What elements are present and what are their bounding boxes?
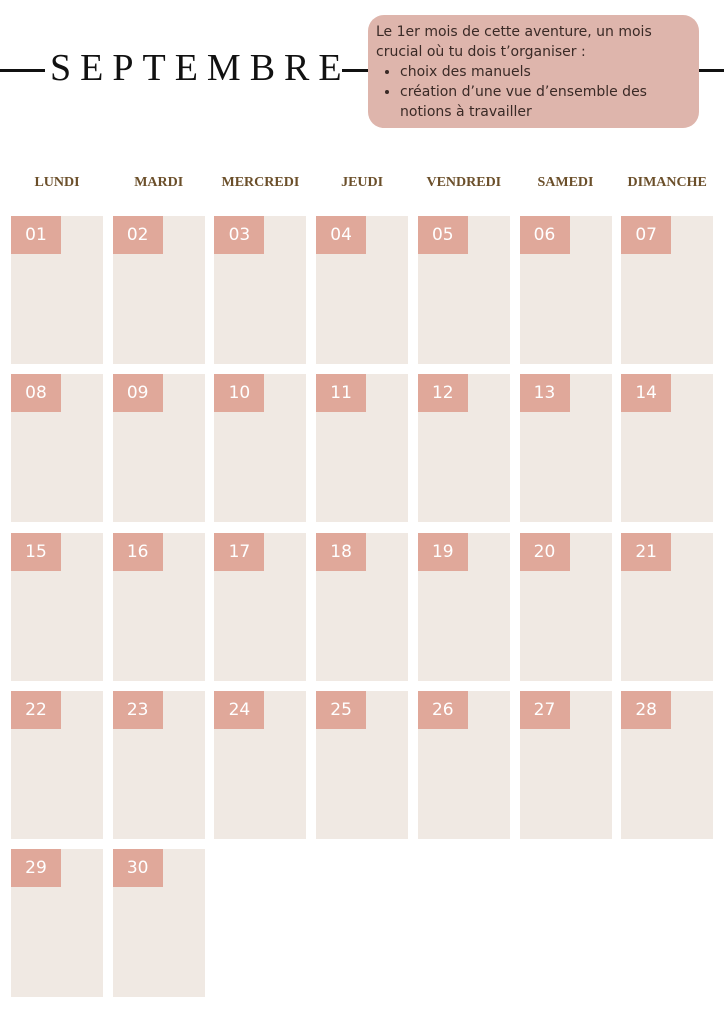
day-cell: 18: [316, 532, 409, 681]
day-number: 05: [417, 216, 468, 254]
day-number: 26: [417, 690, 468, 729]
note-bullet: choix des manuels: [400, 62, 691, 82]
day-number: 13: [519, 374, 570, 413]
day-number: 27: [519, 690, 570, 729]
day-number: 07: [621, 216, 672, 254]
day-number: 12: [417, 374, 468, 413]
weekday: JEUDI: [341, 175, 384, 190]
rule: [342, 69, 372, 72]
note: Le 1er mois de cette aventure, un mois c…: [368, 15, 699, 128]
day-cell: 16: [112, 532, 205, 681]
day-cell: 22: [11, 690, 103, 839]
day-number: 01: [11, 216, 61, 254]
day-cell: 02: [112, 216, 205, 364]
day-cell: 04: [316, 216, 409, 364]
title: SEPTEMBRE: [50, 47, 351, 89]
weekday: VENDREDI: [426, 175, 502, 190]
day-number: 06: [519, 216, 570, 254]
rule: [695, 69, 724, 72]
weekday: DIMANCHE: [627, 175, 707, 190]
note-list: choix des manuels création d’une vue d’e…: [376, 62, 691, 122]
day-number: 03: [214, 216, 265, 254]
day-cell: 15: [11, 532, 103, 681]
day-cell: 12: [417, 374, 510, 523]
day-number: 24: [214, 690, 265, 729]
day-number: 29: [11, 849, 61, 888]
day-number: 14: [621, 374, 672, 413]
day-number: 19: [417, 532, 468, 571]
rule: [0, 69, 45, 72]
day-number: 16: [112, 532, 163, 571]
day-cell: 26: [417, 690, 510, 839]
day-cell: 10: [214, 374, 307, 523]
day-cell: 05: [417, 216, 510, 364]
day-cell: 09: [112, 374, 205, 523]
day-number: 21: [621, 532, 672, 571]
day-cell: 19: [417, 532, 510, 681]
day-number: 25: [316, 690, 367, 729]
day-cell: 03: [214, 216, 307, 364]
day-number: 10: [214, 374, 265, 413]
day-number: 22: [11, 690, 61, 729]
day-cell: 11: [316, 374, 409, 523]
day-cell: 08: [11, 374, 103, 523]
day-cell: 06: [519, 216, 612, 364]
note-text: Le 1er mois de cette aventure, un mois c…: [376, 24, 652, 60]
weekday: MARDI: [134, 175, 184, 190]
day-cell: 13: [519, 374, 612, 523]
weekday: SAMEDI: [537, 175, 594, 190]
day-cell: 07: [621, 216, 714, 364]
day-number: 04: [316, 216, 367, 254]
note-bullet: création d’une vue d’ensemble des notion…: [400, 82, 691, 122]
day-cell: 30: [112, 849, 205, 998]
day-cell: 29: [11, 849, 103, 998]
day-number: 17: [214, 532, 265, 571]
day-cell: 21: [621, 532, 714, 681]
weekday: MERCREDI: [221, 175, 300, 190]
day-cell: 28: [621, 690, 714, 839]
day-number: 23: [112, 690, 163, 729]
day-cell: 14: [621, 374, 714, 523]
day-number: 18: [316, 532, 367, 571]
day-cell: 17: [214, 532, 307, 681]
day-number: 08: [11, 374, 61, 413]
day-number: 11: [316, 374, 367, 413]
day-cell: 24: [214, 690, 307, 839]
day-number: 15: [11, 532, 61, 571]
day-cell: 20: [519, 532, 612, 681]
weekday: LUNDI: [34, 175, 80, 190]
day-cell: 23: [112, 690, 205, 839]
day-number: 20: [519, 532, 570, 571]
day-number: 02: [112, 216, 163, 254]
day-cell: 27: [519, 690, 612, 839]
day-number: 30: [112, 849, 163, 888]
day-cell: 01: [11, 216, 103, 364]
day-number: 09: [112, 374, 163, 413]
day-cell: 25: [316, 690, 409, 839]
day-number: 28: [621, 690, 672, 729]
